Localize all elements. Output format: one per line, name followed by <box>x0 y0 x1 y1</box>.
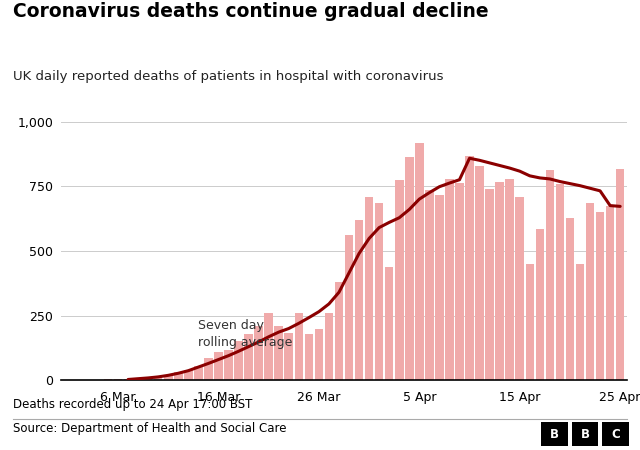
Text: Deaths recorded up to 24 Apr 17:00 BST: Deaths recorded up to 24 Apr 17:00 BST <box>13 398 252 411</box>
Bar <box>606 206 614 380</box>
Bar <box>566 218 574 380</box>
Bar <box>355 220 364 380</box>
Bar <box>124 379 132 380</box>
Bar <box>546 170 554 380</box>
Bar <box>576 264 584 380</box>
Bar <box>244 334 253 380</box>
Bar <box>264 313 273 380</box>
Text: B: B <box>550 428 559 441</box>
Bar <box>536 229 544 380</box>
Bar <box>365 197 373 380</box>
Text: UK daily reported deaths of patients in hospital with coronavirus: UK daily reported deaths of patients in … <box>13 70 444 83</box>
Bar <box>425 189 434 380</box>
Bar <box>465 156 474 380</box>
Bar <box>395 180 403 380</box>
Bar <box>324 313 333 380</box>
Bar <box>385 267 394 380</box>
Bar <box>485 189 494 380</box>
Bar <box>506 179 514 380</box>
Bar <box>214 352 223 380</box>
Bar <box>375 203 383 380</box>
Bar <box>315 328 323 380</box>
Text: Coronavirus deaths continue gradual decline: Coronavirus deaths continue gradual decl… <box>13 2 488 21</box>
Bar <box>174 372 182 380</box>
Bar <box>234 341 243 380</box>
Bar <box>275 326 283 380</box>
Bar <box>204 358 212 380</box>
Bar <box>596 212 604 380</box>
Bar <box>254 326 263 380</box>
Bar <box>154 376 163 380</box>
Bar <box>556 184 564 380</box>
Bar <box>335 282 343 380</box>
Text: B: B <box>580 428 589 441</box>
Bar <box>415 143 424 380</box>
Text: Seven day
rolling average: Seven day rolling average <box>198 319 292 349</box>
Bar <box>515 197 524 380</box>
Bar <box>405 158 413 380</box>
Bar <box>616 169 625 380</box>
Bar <box>495 182 504 380</box>
Bar <box>164 375 173 380</box>
Text: C: C <box>611 428 620 441</box>
Text: Source: Department of Health and Social Care: Source: Department of Health and Social … <box>13 422 286 435</box>
Bar <box>144 377 152 380</box>
Bar <box>476 166 484 380</box>
Bar <box>194 366 203 380</box>
Bar <box>104 379 112 380</box>
Bar <box>285 333 293 380</box>
Bar <box>305 334 313 380</box>
Bar <box>525 264 534 380</box>
Bar <box>345 234 353 380</box>
Bar <box>586 203 595 380</box>
Bar <box>455 183 464 380</box>
Bar <box>114 379 122 380</box>
Bar <box>445 179 454 380</box>
Bar <box>184 369 193 380</box>
Bar <box>294 313 303 380</box>
Bar <box>435 195 444 380</box>
Bar <box>134 378 142 380</box>
Bar <box>224 351 233 380</box>
